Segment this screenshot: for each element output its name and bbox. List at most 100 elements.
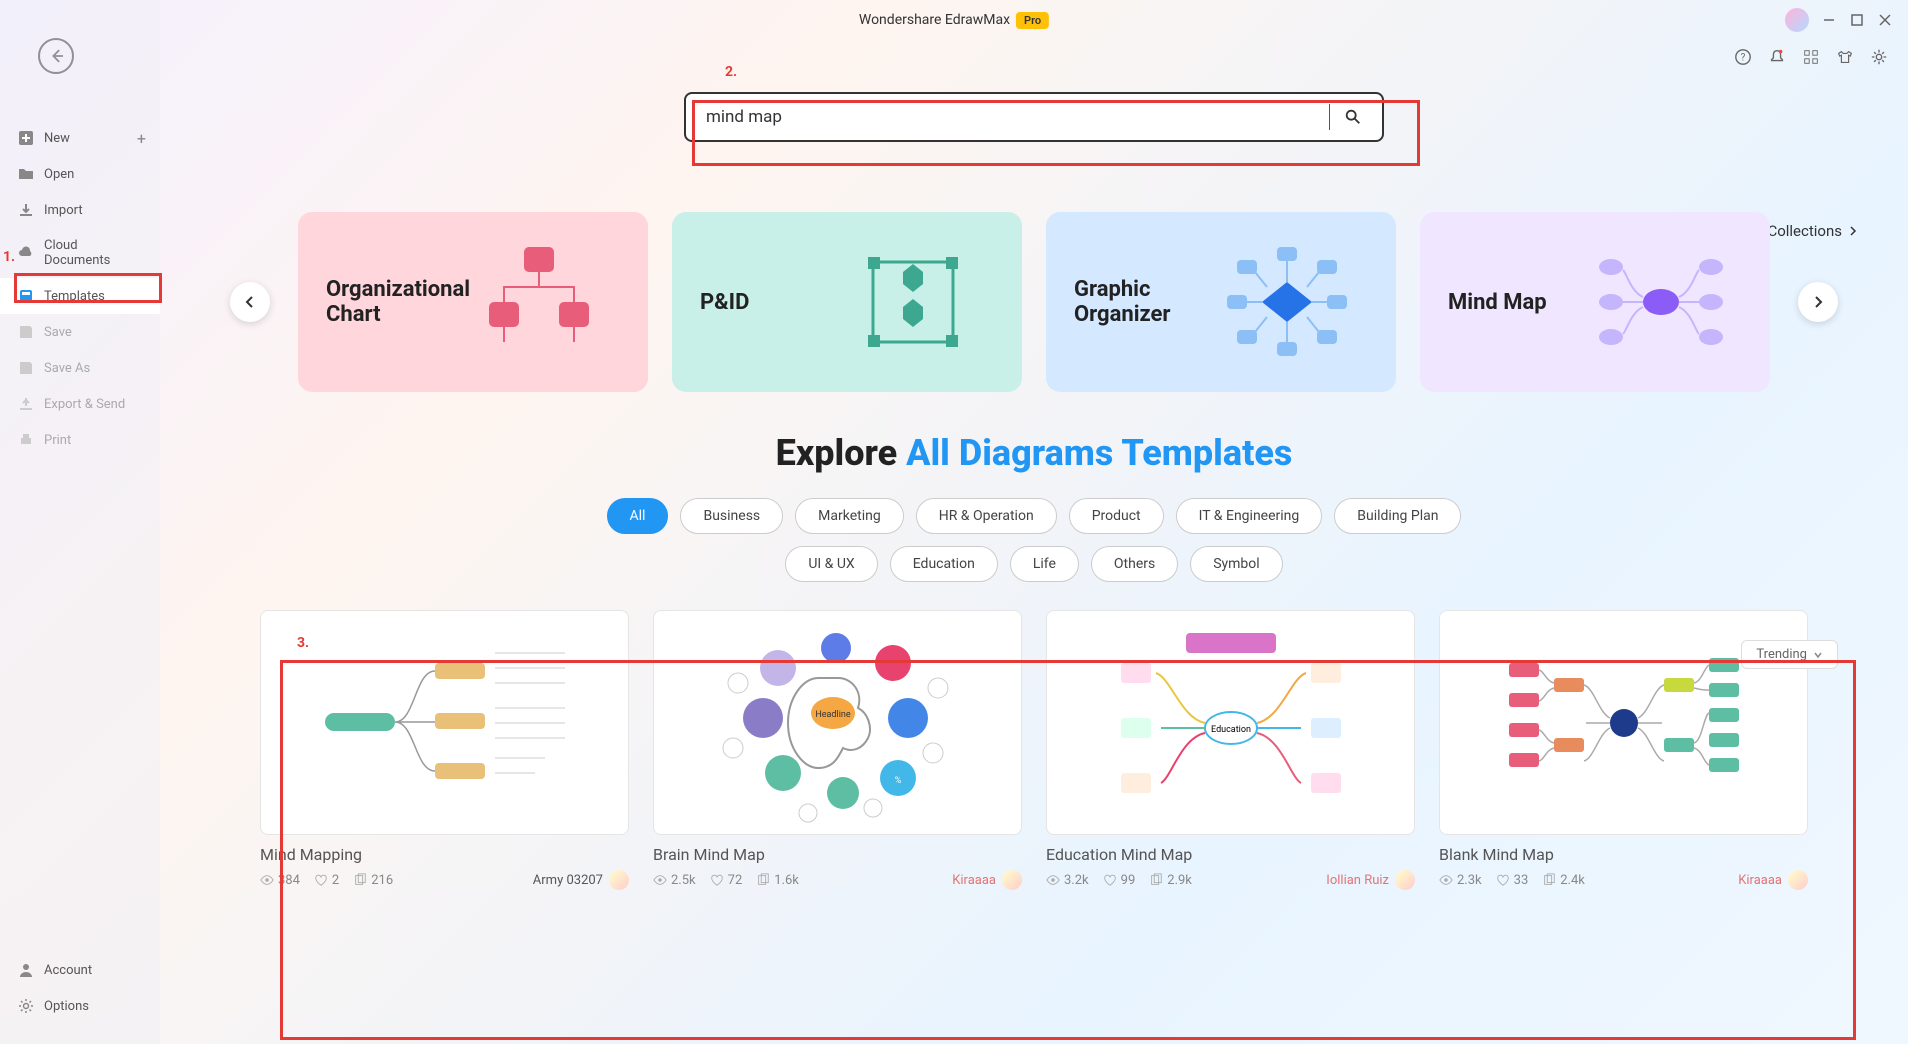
- carousel-next[interactable]: [1798, 282, 1838, 322]
- template-card[interactable]: Education Education Mind Map 3.2k 99 2.9…: [1046, 610, 1415, 890]
- plus-box-icon: [18, 130, 34, 146]
- sidebar-item-options[interactable]: Options: [0, 988, 160, 1024]
- views-stat: 384: [260, 873, 300, 888]
- account-icon: [18, 962, 34, 978]
- author[interactable]: Iollian Ruiz: [1326, 870, 1415, 890]
- explore-suffix: All Diagrams Templates: [906, 432, 1292, 474]
- filter-row-1: All Business Marketing HR & Operation Pr…: [584, 498, 1484, 534]
- filter-symbol[interactable]: Symbol: [1190, 546, 1282, 582]
- sidebar-item-export: Export & Send: [0, 386, 160, 422]
- sidebar-item-label: Options: [44, 999, 89, 1014]
- eye-icon: [653, 873, 667, 887]
- gear-icon: [18, 998, 34, 1014]
- template-thumb: Headline%: [653, 610, 1022, 835]
- sidebar-item-label: Export & Send: [44, 397, 125, 412]
- sidebar-item-label: Save: [44, 325, 72, 340]
- plus-icon[interactable]: +: [137, 129, 146, 148]
- copy-icon: [756, 873, 770, 887]
- filter-uiux[interactable]: UI & UX: [785, 546, 877, 582]
- template-meta: 3.2k 99 2.9k Iollian Ruiz: [1046, 870, 1415, 890]
- views-stat: 3.2k: [1046, 873, 1089, 888]
- sidebar-item-cloud[interactable]: Cloud Documents: [0, 228, 160, 278]
- filter-education[interactable]: Education: [890, 546, 998, 582]
- filter-marketing[interactable]: Marketing: [795, 498, 904, 534]
- copy-icon: [1542, 873, 1556, 887]
- copies-stat: 2.9k: [1149, 873, 1192, 888]
- template-meta: 2.5k 72 1.6k Kiraaaa: [653, 870, 1022, 890]
- sidebar-item-print: Print: [0, 422, 160, 458]
- author[interactable]: Army 03207: [533, 870, 629, 890]
- main: All Collections Organizational Chart P&I…: [160, 60, 1908, 1044]
- template-title: Mind Mapping: [260, 845, 629, 864]
- sidebar-item-label: Cloud Documents: [44, 238, 142, 268]
- sidebar-item-save: Save: [0, 314, 160, 350]
- search-box[interactable]: [684, 92, 1384, 142]
- category-mind-map[interactable]: Mind Map: [1420, 212, 1770, 392]
- eye-icon: [1046, 873, 1060, 887]
- eye-icon: [260, 873, 274, 887]
- org-chart-graphic: [458, 242, 620, 362]
- pid-graphic: [832, 242, 994, 362]
- filter-it[interactable]: IT & Engineering: [1176, 498, 1323, 534]
- save-as-icon: [18, 360, 34, 376]
- sidebar-item-new[interactable]: New +: [0, 120, 160, 156]
- sidebar-bottom: Account Options: [0, 952, 160, 1024]
- sidebar-item-account[interactable]: Account: [0, 952, 160, 988]
- sort-dropdown[interactable]: Trending: [1741, 640, 1838, 669]
- template-meta: 384 2 216 Army 03207: [260, 870, 629, 890]
- author-avatar: [1788, 870, 1808, 890]
- eye-icon: [1439, 873, 1453, 887]
- category-title: Organizational Chart: [326, 277, 458, 327]
- avatar-icon[interactable]: [1785, 8, 1809, 32]
- carousel-prev[interactable]: [230, 282, 270, 322]
- copies-stat: 2.4k: [1542, 873, 1585, 888]
- sidebar-item-import[interactable]: Import: [0, 192, 160, 228]
- heart-icon: [314, 873, 328, 887]
- copies-stat: 1.6k: [756, 873, 799, 888]
- views-stat: 2.5k: [653, 873, 696, 888]
- author[interactable]: Kiraaaa: [1738, 870, 1808, 890]
- save-icon: [18, 324, 34, 340]
- search-icon[interactable]: [1344, 108, 1362, 126]
- views-stat: 2.3k: [1439, 873, 1482, 888]
- sort-label: Trending: [1756, 647, 1807, 662]
- sidebar-item-label: Account: [44, 963, 92, 978]
- sidebar-item-label: Save As: [44, 361, 90, 376]
- filter-row-2: UI & UX Education Life Others Symbol: [584, 546, 1484, 582]
- chevron-right-icon: [1811, 295, 1825, 309]
- category-title: Mind Map: [1448, 290, 1580, 315]
- category-org-chart[interactable]: Organizational Chart: [298, 212, 648, 392]
- author-avatar: [1002, 870, 1022, 890]
- filter-business[interactable]: Business: [680, 498, 783, 534]
- annotation-2-label: 2.: [725, 64, 737, 80]
- likes-stat: 72: [710, 873, 743, 888]
- close-icon[interactable]: [1877, 12, 1893, 28]
- category-graphic-organizer[interactable]: Graphic Organizer: [1046, 212, 1396, 392]
- author[interactable]: Kiraaaa: [952, 870, 1022, 890]
- category-title: Graphic Organizer: [1074, 277, 1206, 327]
- copy-icon: [353, 873, 367, 887]
- template-card[interactable]: Headline% Brain Mind Map 2.5k 72 1.6k Ki…: [653, 610, 1022, 890]
- filter-life[interactable]: Life: [1010, 546, 1079, 582]
- sidebar-item-open[interactable]: Open: [0, 156, 160, 192]
- filter-product[interactable]: Product: [1069, 498, 1164, 534]
- copy-icon: [1149, 873, 1163, 887]
- template-title: Education Mind Map: [1046, 845, 1415, 864]
- template-card[interactable]: Mind Mapping 384 2 216 Army 03207: [260, 610, 629, 890]
- sidebar-item-label: Templates: [44, 289, 105, 304]
- sidebar-item-templates[interactable]: Templates: [0, 278, 160, 314]
- minimize-icon[interactable]: [1821, 12, 1837, 28]
- template-title: Brain Mind Map: [653, 845, 1022, 864]
- likes-stat: 2: [314, 873, 339, 888]
- filter-all[interactable]: All: [607, 498, 669, 534]
- filter-hr[interactable]: HR & Operation: [916, 498, 1057, 534]
- explore-heading: Explore All Diagrams Templates: [200, 432, 1868, 474]
- search-input[interactable]: [706, 107, 1315, 127]
- maximize-icon[interactable]: [1849, 12, 1865, 28]
- sidebar-item-saveas: Save As: [0, 350, 160, 386]
- filter-building[interactable]: Building Plan: [1334, 498, 1461, 534]
- category-pid[interactable]: P&ID: [672, 212, 1022, 392]
- filter-others[interactable]: Others: [1091, 546, 1178, 582]
- window-controls: [1785, 8, 1893, 32]
- template-thumb: [260, 610, 629, 835]
